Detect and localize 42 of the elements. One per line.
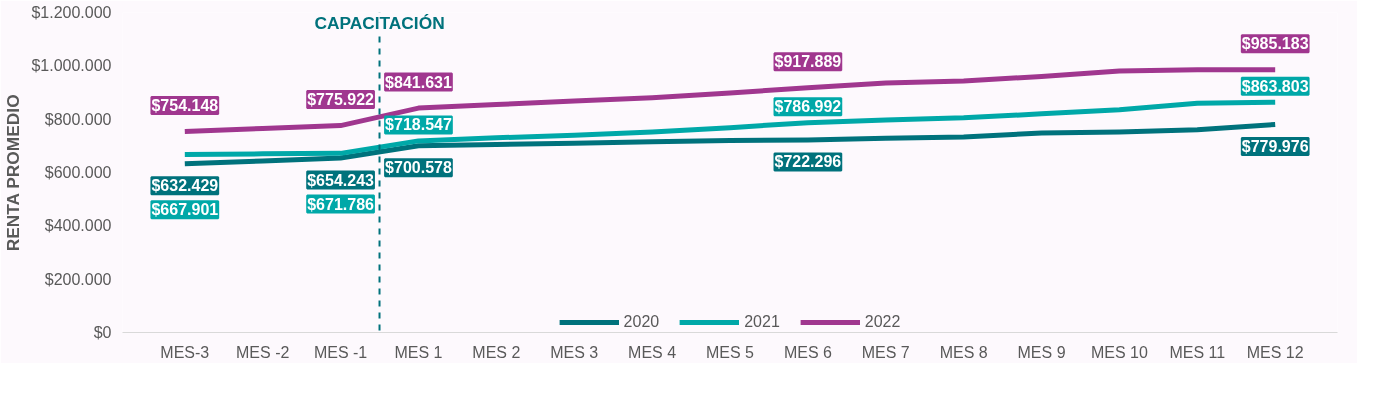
x-tick-label: MES 12 [1246, 343, 1304, 361]
y-tick-label: $800.000 [44, 110, 112, 128]
x-tick-label: MES 5 [705, 343, 755, 361]
x-tick-label: MES -1 [313, 343, 368, 361]
y-axis-title: RENTA PROMEDIO [3, 94, 24, 252]
x-tick-label: MES 4 [628, 343, 677, 361]
data-label: $667.901 [151, 201, 219, 219]
data-label: $775.922 [307, 91, 375, 109]
data-label: $722.296 [774, 153, 842, 171]
data-label: $632.429 [151, 177, 219, 195]
x-tick-label: MES 6 [783, 343, 832, 361]
y-tick-label: $1.200.000 [31, 4, 112, 21]
data-label: $718.547 [385, 116, 452, 134]
data-label: $917.889 [774, 53, 842, 71]
data-label: $985.183 [1241, 35, 1309, 53]
x-tick-label: MES 9 [1017, 343, 1066, 361]
x-tick-label: MES-3 [160, 343, 210, 361]
data-label: $654.243 [307, 171, 375, 189]
x-tick-label: MES 8 [939, 343, 988, 361]
x-tick-label: MES 2 [472, 343, 521, 361]
data-label: $671.786 [307, 195, 375, 213]
x-tick-label: MES 7 [861, 343, 910, 361]
x-tick-label: MES 11 [1169, 343, 1226, 361]
legend-label: 2022 [864, 313, 901, 331]
x-tick-label: MES 1 [394, 343, 443, 361]
legend-label: 2021 [744, 313, 780, 331]
y-tick-label: $0 [93, 324, 112, 341]
y-tick-label: $400.000 [44, 217, 112, 235]
y-tick-label: $200.000 [44, 270, 112, 288]
y-tick-label: $600.000 [44, 164, 112, 181]
y-tick-label: $1.000.000 [31, 57, 112, 75]
x-tick-label: MES 3 [550, 343, 599, 361]
x-tick-label: MES 10 [1090, 343, 1148, 361]
data-label: $863.803 [1241, 77, 1309, 95]
x-tick-label: MES -2 [236, 343, 290, 361]
data-label: $786.992 [774, 98, 842, 116]
data-label: $700.578 [385, 159, 452, 177]
data-label: $779.976 [1241, 138, 1309, 156]
legend-label: 2020 [623, 313, 660, 331]
data-label: $754.148 [151, 96, 219, 114]
data-label: $841.631 [385, 73, 452, 91]
ref-line-label: CAPACITACIÓN [314, 12, 445, 33]
